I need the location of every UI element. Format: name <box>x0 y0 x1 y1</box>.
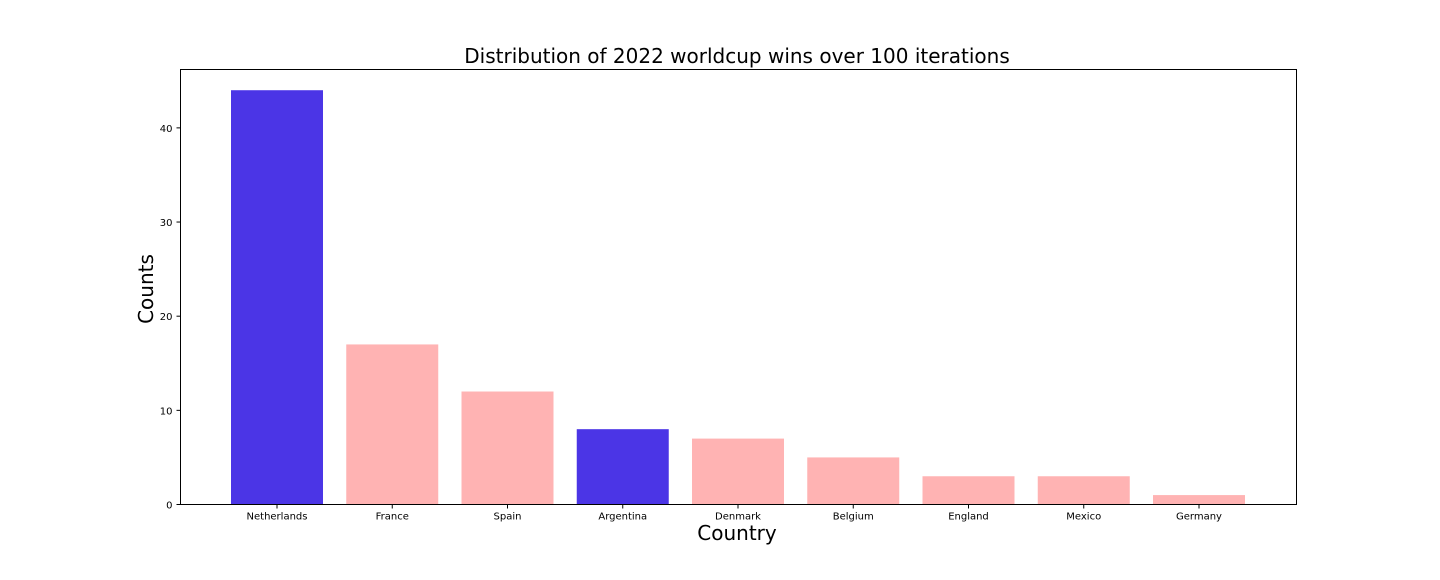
y-axis-label: Counts <box>134 254 158 324</box>
y-tick-label: 0 <box>166 501 172 512</box>
x-tick-label: England <box>948 512 989 523</box>
x-tick-label: Netherlands <box>247 512 308 523</box>
bar-argentina <box>576 429 669 505</box>
bar-germany <box>1153 495 1245 505</box>
bar-belgium <box>807 457 900 505</box>
bar-england <box>922 476 1015 505</box>
y-tick-label: 10 <box>160 406 173 417</box>
bar-denmark <box>692 438 784 505</box>
x-tick-label: Mexico <box>1066 512 1101 523</box>
chart-title: Distribution of 2022 worldcup wins over … <box>464 44 1010 68</box>
y-tick-label: 20 <box>160 312 173 323</box>
x-tick-label: France <box>376 512 409 523</box>
y-tick-label: 40 <box>160 124 173 135</box>
y-tick-label: 30 <box>160 218 173 229</box>
bar-netherlands <box>231 90 323 505</box>
x-tick-label: Denmark <box>715 512 761 523</box>
x-tick-label: Argentina <box>598 512 647 523</box>
plot-area: 0 10 20 30 40 Netherlands France Spain Argentina… <box>160 90 1245 523</box>
plot-frame <box>180 69 1297 505</box>
bar-mexico <box>1037 476 1130 505</box>
bar-france <box>346 344 439 505</box>
x-tick-label: Germany <box>1176 512 1222 523</box>
bar-spain <box>461 391 554 505</box>
x-tick-label: Belgium <box>833 512 874 523</box>
x-tick-label: Spain <box>494 512 522 523</box>
x-axis-label: Country <box>697 521 777 545</box>
